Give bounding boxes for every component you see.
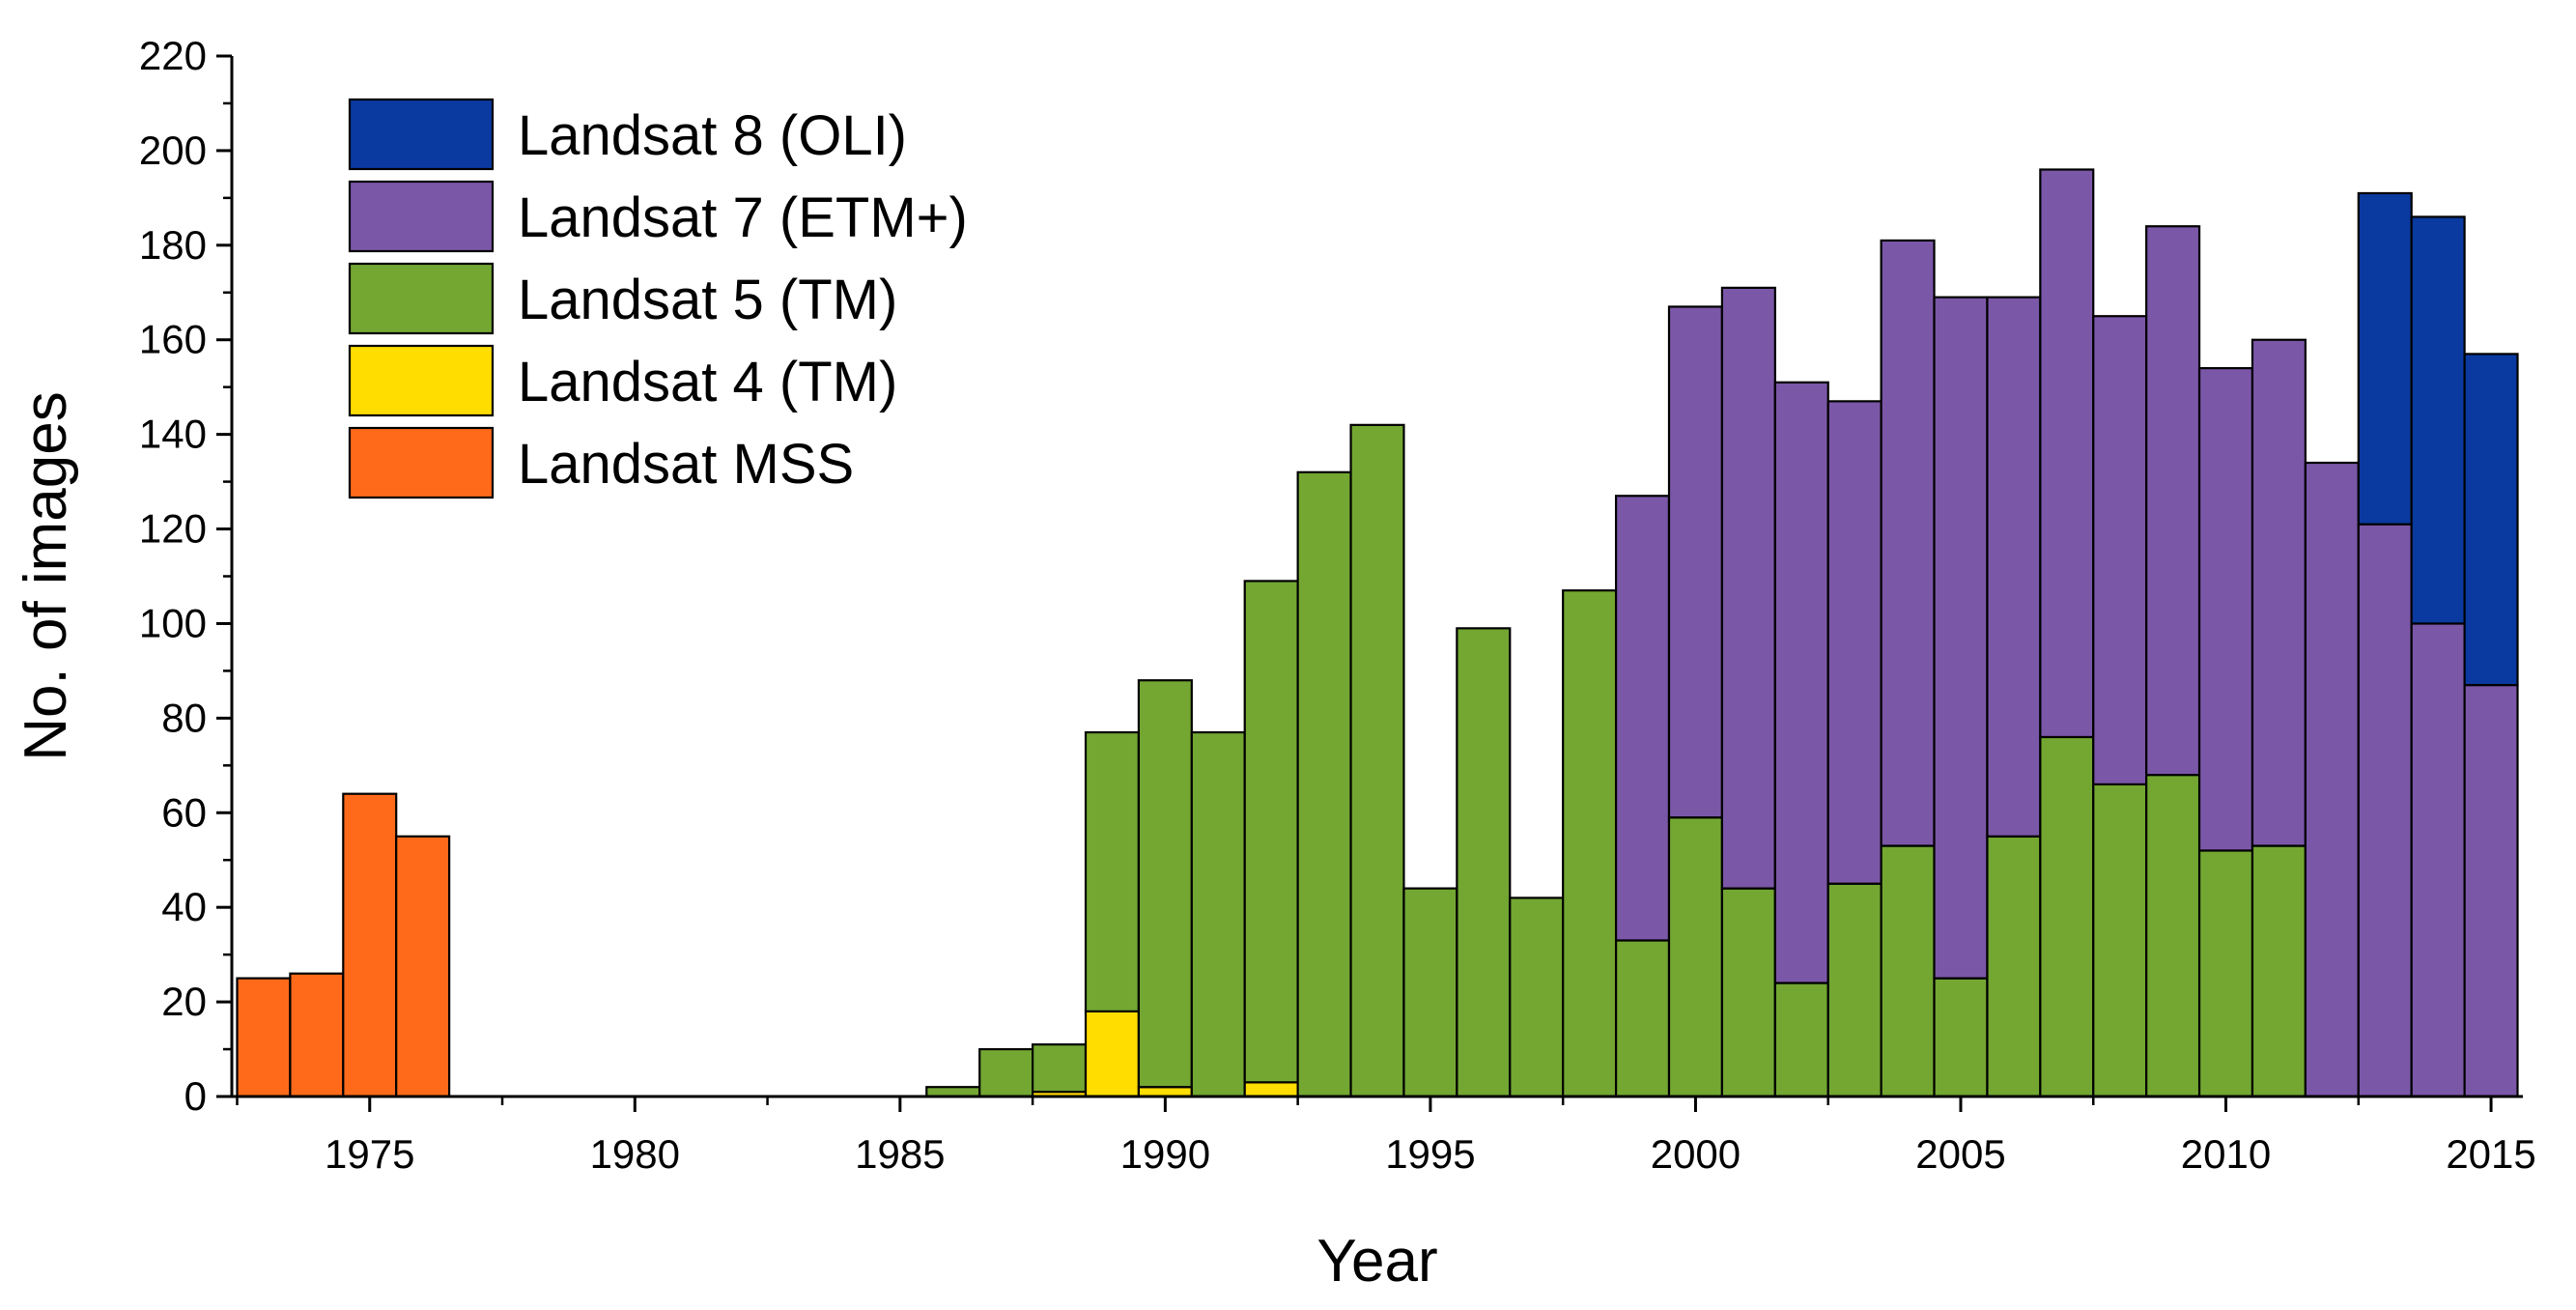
x-tick-label: 1975 bbox=[325, 1131, 414, 1177]
bar-landsat-5-tm-1988 bbox=[1031, 1043, 1088, 1094]
x-tick-label: 1995 bbox=[1385, 1131, 1475, 1177]
bar-landsat-5-tm-1994 bbox=[1349, 423, 1405, 1098]
bar-landsat-5-tm-2005 bbox=[1933, 977, 1989, 1098]
bar-landsat-5-tm-1995 bbox=[1402, 887, 1458, 1098]
bar-landsat-5-tm-2011 bbox=[2250, 844, 2307, 1098]
x-tick-label: 1990 bbox=[1120, 1131, 1210, 1177]
bar-landsat-5-tm-2009 bbox=[2145, 774, 2201, 1098]
bar-landsat-5-tm-1996 bbox=[1456, 627, 1512, 1098]
bar-landsat-5-tm-1987 bbox=[978, 1047, 1034, 1098]
bar-landsat-4-tm-1989 bbox=[1084, 1010, 1141, 1098]
bar-landsat-7-etm-2011 bbox=[2250, 338, 2307, 847]
bar-landsat-5-tm-2010 bbox=[2197, 849, 2254, 1098]
x-tick-label: 2005 bbox=[1915, 1131, 2005, 1177]
legend-swatch-landsat-5-tm bbox=[348, 262, 495, 335]
y-tick-label: 100 bbox=[139, 600, 207, 645]
axes-layer: 0 20 40 60 80 100 120 140 160 180 200 220 1975 1980 19… bbox=[139, 33, 2536, 1177]
y-tick-label: 20 bbox=[161, 979, 207, 1024]
bar-landsat-7-etm-2008 bbox=[2092, 315, 2148, 785]
bar-landsat-8-oli-2014 bbox=[2410, 215, 2466, 625]
bar-landsat-5-tm-2007 bbox=[2039, 735, 2095, 1098]
y-tick-label: 80 bbox=[161, 695, 207, 740]
bar-landsat-mss-1975 bbox=[342, 792, 398, 1098]
y-tick-label: 180 bbox=[139, 222, 207, 268]
bar-landsat-mss-1974 bbox=[289, 972, 345, 1098]
x-tick-label: 2010 bbox=[2181, 1131, 2271, 1177]
y-tick-label: 160 bbox=[139, 317, 207, 362]
y-tick-label: 40 bbox=[161, 884, 207, 929]
bar-landsat-7-etm-2002 bbox=[1773, 381, 1829, 984]
bar-landsat-5-tm-2002 bbox=[1773, 982, 1829, 1098]
bar-landsat-7-etm-2014 bbox=[2410, 622, 2466, 1098]
bar-landsat-5-tm-2008 bbox=[2092, 783, 2148, 1098]
x-tick-label: 1980 bbox=[590, 1131, 680, 1177]
legend-swatch-landsat-mss bbox=[348, 426, 495, 499]
bar-landsat-7-etm-2015 bbox=[2463, 683, 2519, 1098]
bar-landsat-7-etm-2013 bbox=[2357, 523, 2413, 1098]
bar-landsat-5-tm-2001 bbox=[1720, 887, 1776, 1098]
y-tick-label: 0 bbox=[184, 1073, 207, 1119]
bar-landsat-7-etm-2007 bbox=[2039, 168, 2095, 739]
bar-landsat-5-tm-2000 bbox=[1667, 816, 1723, 1098]
bar-landsat-5-tm-1998 bbox=[1562, 589, 1618, 1098]
legend-label-landsat-4-tm: Landsat 4 (TM) bbox=[518, 351, 897, 413]
bar-landsat-7-etm-2003 bbox=[1826, 400, 1882, 885]
bar-landsat-7-etm-2001 bbox=[1720, 286, 1776, 890]
bar-landsat-5-tm-1990 bbox=[1137, 679, 1193, 1089]
bar-landsat-5-tm-1989 bbox=[1084, 730, 1141, 1012]
legend-swatch-landsat-8-oli bbox=[348, 98, 495, 171]
y-tick-label: 200 bbox=[139, 128, 207, 173]
bar-landsat-5-tm-1993 bbox=[1296, 470, 1352, 1098]
legend-swatch-landsat-7-etm bbox=[348, 180, 495, 253]
bar-landsat-5-tm-2004 bbox=[1880, 844, 1936, 1098]
bar-landsat-8-oli-2015 bbox=[2463, 353, 2519, 687]
x-axis-title: Year bbox=[1316, 1228, 1437, 1295]
legend-label-landsat-mss: Landsat MSS bbox=[518, 433, 854, 496]
bar-landsat-mss-1973 bbox=[236, 977, 292, 1098]
legend-label-landsat-8-oli: Landsat 8 (OLI) bbox=[518, 104, 907, 167]
bar-landsat-5-tm-2003 bbox=[1826, 882, 1882, 1098]
bar-landsat-5-tm-1999 bbox=[1614, 939, 1671, 1098]
y-tick-label: 120 bbox=[139, 506, 207, 552]
bar-landsat-5-tm-1997 bbox=[1509, 897, 1565, 1098]
legend: Landsat 8 (OLI) Landsat 7 (ETM+) Landsat 5… bbox=[348, 98, 968, 499]
legend-label-landsat-5-tm: Landsat 5 (TM) bbox=[518, 269, 897, 331]
bar-landsat-7-etm-2012 bbox=[2304, 461, 2360, 1098]
bar-landsat-4-tm-1992 bbox=[1243, 1081, 1299, 1098]
bar-landsat-8-oli-2013 bbox=[2357, 191, 2413, 526]
x-tick-label: 2015 bbox=[2446, 1131, 2535, 1177]
y-tick-label: 220 bbox=[139, 33, 207, 78]
y-tick-label: 140 bbox=[139, 412, 207, 457]
bar-landsat-7-etm-2005 bbox=[1933, 296, 1989, 980]
y-tick-label: 60 bbox=[161, 789, 207, 835]
bar-landsat-5-tm-1992 bbox=[1243, 580, 1299, 1084]
legend-label-landsat-7-etm: Landsat 7 (ETM+) bbox=[518, 186, 968, 249]
bar-landsat-mss-1976 bbox=[395, 835, 451, 1098]
bar-landsat-7-etm-1999 bbox=[1614, 495, 1671, 942]
bar-layer bbox=[236, 168, 2519, 1098]
x-tick-label: 2000 bbox=[1651, 1131, 1741, 1177]
x-tick-label: 1985 bbox=[855, 1131, 945, 1177]
bar-landsat-5-tm-1991 bbox=[1190, 730, 1246, 1098]
bar-landsat-7-etm-2006 bbox=[1986, 296, 2042, 838]
bar-landsat-5-tm-2006 bbox=[1986, 835, 2042, 1098]
legend-swatch-landsat-4-tm bbox=[348, 344, 495, 417]
bar-landsat-7-etm-2004 bbox=[1880, 239, 1936, 847]
y-axis-title: No. of images bbox=[13, 391, 79, 761]
bar-landsat-7-etm-2009 bbox=[2145, 225, 2201, 777]
bar-landsat-7-etm-2010 bbox=[2197, 367, 2254, 852]
bar-landsat-7-etm-2000 bbox=[1667, 305, 1723, 819]
